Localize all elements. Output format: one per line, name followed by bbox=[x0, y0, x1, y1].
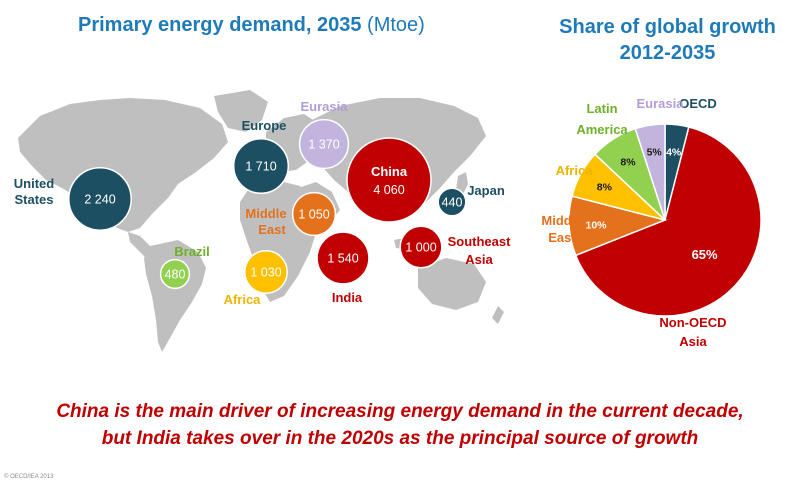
region-label-middle-east-2: East bbox=[258, 222, 286, 237]
region-label-brazil: Brazil bbox=[174, 244, 209, 259]
region-label-europe: Europe bbox=[242, 118, 287, 133]
chart-title-unit: (Mtoe) bbox=[367, 14, 425, 36]
caption: China is the main driver of increasing e… bbox=[0, 398, 800, 452]
region-label-japan: Japan bbox=[467, 183, 505, 198]
region-label-china: China bbox=[371, 164, 408, 179]
pie-category-labels: OECD Non-OECD Asia Middle East Africa Latin Ame… bbox=[541, 96, 726, 349]
pie-value-latin-america: 8% bbox=[620, 157, 636, 169]
region-label-southeast-asia-2: Asia bbox=[465, 252, 493, 267]
pie-label-middle-east-2: East bbox=[548, 230, 576, 245]
pie-slice-eurasia bbox=[634, 123, 666, 221]
bubble-india bbox=[316, 231, 370, 285]
bubble-japan bbox=[437, 187, 467, 217]
bubble-brazil bbox=[159, 258, 191, 290]
bubble-southeast-asia bbox=[399, 225, 443, 269]
bubble-middle-east bbox=[291, 191, 337, 237]
region-label-eurasia: Eurasia bbox=[301, 99, 349, 114]
pie-title: Share of global growth 2012-2035 bbox=[555, 14, 780, 66]
bubble-value-china: 4 060 bbox=[373, 183, 404, 197]
region-label-united-states-1: United bbox=[14, 176, 55, 191]
bubble-value-europe: 1 710 bbox=[245, 160, 276, 174]
land-greenland bbox=[214, 90, 268, 132]
caption-line-1: China is the main driver of increasing e… bbox=[56, 401, 744, 422]
pie-label-latin-america-2: America bbox=[576, 122, 628, 137]
bubble-value-japan: 440 bbox=[442, 196, 463, 210]
pie-title-line2: 2012-2035 bbox=[619, 42, 716, 64]
land-south-america bbox=[144, 240, 206, 352]
pie-label-latin-america-1: Latin bbox=[586, 101, 617, 116]
bubble-value-eurasia: 1 370 bbox=[308, 138, 339, 152]
land-australia bbox=[418, 258, 486, 310]
growth-pie-chart: 4% 65% 10% 8% 8% 5% OECD Non-OECD Asia Middle Eas… bbox=[541, 96, 762, 349]
bubble-value-middle-east: 1 050 bbox=[298, 208, 329, 222]
pie-value-non-oecd-asia: 65% bbox=[692, 247, 718, 262]
pie-slice-non-oecd-asia bbox=[574, 126, 762, 317]
bubble-eurasia bbox=[298, 118, 350, 170]
bubble-value-africa: 1 030 bbox=[250, 266, 281, 280]
bubble-africa bbox=[244, 250, 288, 294]
pie-label-middle-east-1: Middle bbox=[541, 213, 582, 228]
chart-title: Primary energy demand, 2035 (Mtoe) bbox=[78, 14, 425, 37]
pie-label-eurasia: Eurasia bbox=[637, 96, 685, 111]
pie-title-line1: Share of global growth bbox=[559, 16, 776, 38]
region-label-middle-east-1: Middle bbox=[245, 206, 286, 221]
region-label-africa: Africa bbox=[224, 292, 262, 307]
pie-label-oecd: OECD bbox=[679, 96, 717, 111]
world-map: 2 240 1 710 1 370 4 060 440 1 050 480 1 030 1 54… bbox=[14, 90, 511, 352]
pie-label-africa: Africa bbox=[556, 163, 594, 178]
bubble-value-southeast-asia: 1 000 bbox=[405, 241, 436, 255]
copyright-notice: © OECD/IEA 2013 bbox=[4, 474, 54, 480]
bubble-europe bbox=[232, 137, 290, 195]
pie-value-middle-east: 10% bbox=[585, 219, 607, 231]
chart-title-text: Primary energy demand, 2035 bbox=[78, 14, 362, 36]
pie-label-non-oecd-asia-2: Asia bbox=[679, 334, 707, 349]
bubble-value-india: 1 540 bbox=[327, 252, 358, 266]
region-label-india: India bbox=[332, 290, 363, 305]
bubble-value-brazil: 480 bbox=[165, 268, 186, 282]
region-label-southeast-asia-1: Southeast bbox=[448, 234, 512, 249]
region-bubbles: 2 240 1 710 1 370 4 060 440 1 050 480 1 030 1 54… bbox=[68, 118, 467, 294]
land-new-zealand bbox=[492, 306, 504, 324]
pie-slices bbox=[568, 123, 762, 317]
caption-line-2: but India takes over in the 2020s as the… bbox=[101, 428, 699, 449]
pie-value-eurasia: 5% bbox=[647, 147, 663, 159]
pie-value-africa: 8% bbox=[597, 182, 613, 194]
pie-value-labels: 4% 65% 10% 8% 8% 5% bbox=[585, 146, 718, 262]
pie-value-oecd: 4% bbox=[666, 146, 682, 158]
bubble-united-states bbox=[68, 167, 132, 231]
land-north-america bbox=[18, 98, 228, 232]
bubble-value-united-states: 2 240 bbox=[84, 193, 115, 207]
bubble-china bbox=[346, 137, 432, 223]
pie-label-non-oecd-asia-1: Non-OECD bbox=[659, 315, 726, 330]
region-label-united-states-2: States bbox=[14, 192, 53, 207]
